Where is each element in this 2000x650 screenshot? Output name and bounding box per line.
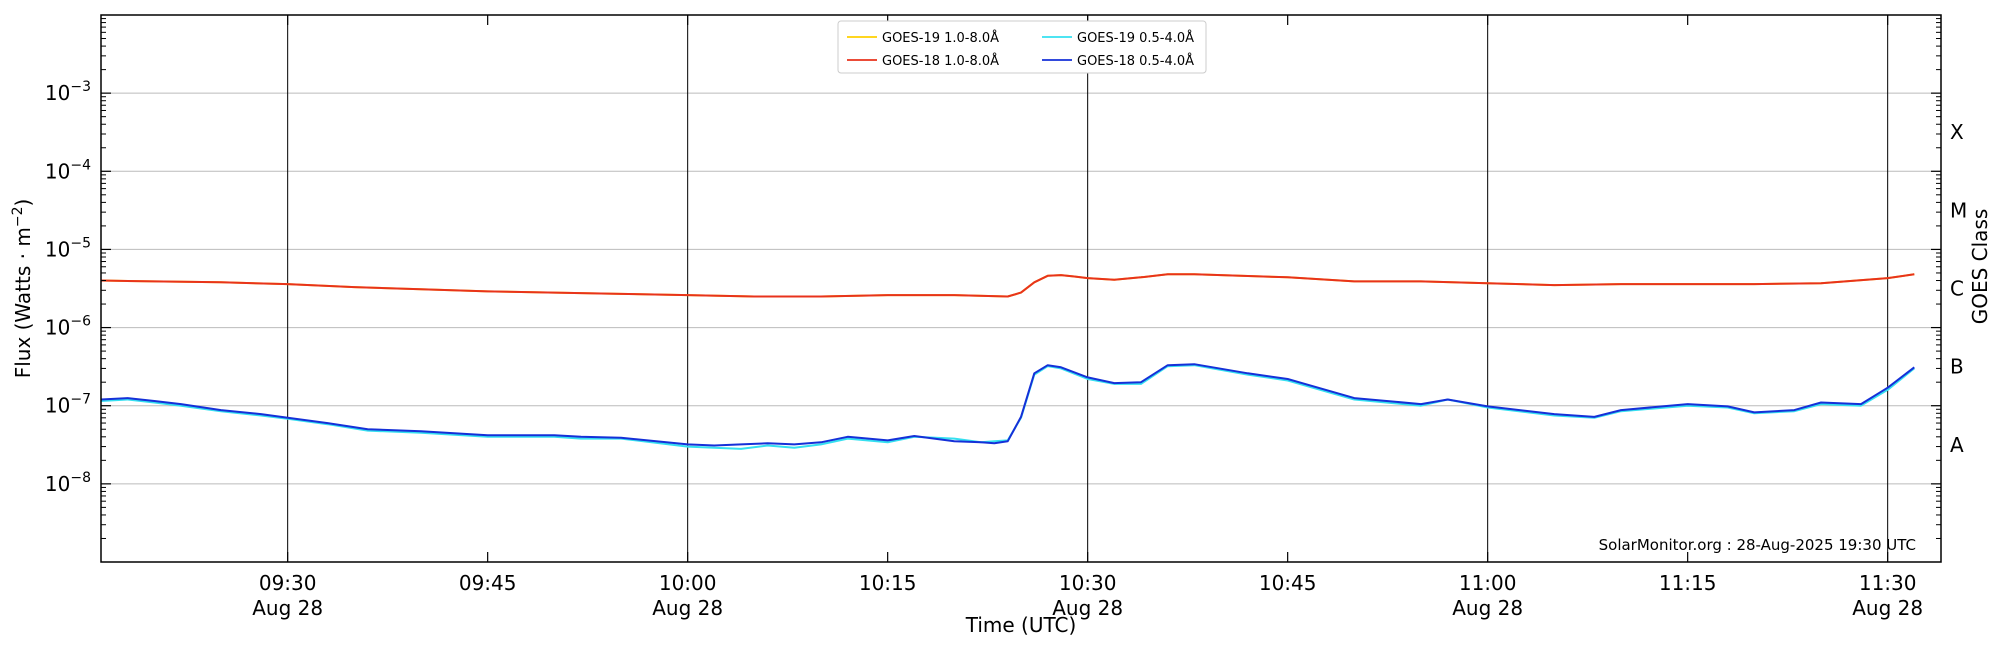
y-tick-label-exponent: −5 bbox=[70, 235, 91, 251]
y-axis-title-end: ) bbox=[11, 199, 35, 207]
credit-text: SolarMonitor.org : 28-Aug-2025 19:30 UTC bbox=[1599, 536, 1916, 554]
x-tick-date-label: Aug 28 bbox=[652, 596, 723, 620]
y-tick-label-base: 10 bbox=[45, 472, 70, 496]
y-tick-label: 10−6 bbox=[45, 314, 91, 340]
y-axis-title-sup: −2 bbox=[10, 207, 26, 228]
y-tick-label-base: 10 bbox=[45, 316, 70, 340]
series-line bbox=[100, 273, 1915, 298]
y-tick-label: 10−8 bbox=[45, 470, 91, 496]
legend-label: GOES-19 0.5-4.0Å bbox=[1077, 30, 1194, 46]
x-tick-date-label: Aug 28 bbox=[252, 596, 323, 620]
series-line bbox=[100, 363, 1915, 447]
goes-class-label: X bbox=[1950, 120, 1964, 144]
x-tick-label: 10:15 bbox=[859, 571, 917, 595]
x-tick-date-label: Aug 28 bbox=[1452, 596, 1523, 620]
x-tick-label: 11:30 bbox=[1859, 571, 1917, 595]
series-line bbox=[100, 273, 1915, 298]
legend-label: GOES-19 1.0-8.0Å bbox=[882, 30, 999, 46]
y-tick-label-base: 10 bbox=[45, 394, 70, 418]
y-tick-label-base: 10 bbox=[45, 159, 70, 183]
ticks-layer bbox=[101, 15, 1941, 562]
y-axis-title: Flux (Watts · m−2) bbox=[10, 199, 35, 379]
y-axis-title-main: Flux (Watts · m bbox=[11, 227, 35, 378]
legend-label: GOES-18 0.5-4.0Å bbox=[1077, 53, 1194, 69]
x-tick-date-label: Aug 28 bbox=[1852, 596, 1923, 620]
series-layer bbox=[100, 273, 1915, 450]
x-tick-label: 10:00 bbox=[659, 571, 717, 595]
goes-class-axis-title: GOES Class bbox=[1968, 209, 1992, 325]
y-tick-label-exponent: −3 bbox=[70, 79, 91, 95]
goes-class-label: A bbox=[1950, 433, 1964, 457]
y-tick-label-exponent: −8 bbox=[70, 470, 91, 486]
x-tick-label: 09:45 bbox=[459, 571, 517, 595]
legend-box bbox=[837, 20, 1207, 74]
legend: GOES-19 1.0-8.0Å GOES-19 0.5-4.0Å GOES-18 … bbox=[837, 20, 1207, 74]
x-tick-label: 10:45 bbox=[1259, 571, 1317, 595]
plot-frame bbox=[100, 14, 1942, 563]
x-tick-date-label: Aug 28 bbox=[1052, 596, 1123, 620]
goes-class-label: B bbox=[1950, 355, 1964, 379]
grid-layer bbox=[101, 15, 1941, 562]
x-tick-label: 10:30 bbox=[1059, 571, 1117, 595]
y-tick-label-exponent: −6 bbox=[70, 314, 91, 330]
y-tick-label: 10−3 bbox=[45, 79, 91, 105]
y-tick-label-base: 10 bbox=[45, 81, 70, 105]
legend-label: GOES-18 1.0-8.0Å bbox=[882, 53, 999, 69]
x-tick-label: 09:30 bbox=[259, 571, 317, 595]
y-tick-label: 10−7 bbox=[45, 392, 91, 418]
goes-class-label: M bbox=[1950, 198, 1967, 222]
x-tick-label: 11:15 bbox=[1659, 571, 1717, 595]
x-axis-title: Time (UTC) bbox=[965, 613, 1077, 637]
series-line bbox=[100, 364, 1915, 450]
x-tick-label: 11:00 bbox=[1459, 571, 1517, 595]
y-tick-label-exponent: −4 bbox=[70, 157, 91, 173]
y-tick-label-base: 10 bbox=[45, 237, 70, 261]
goes-class-label: C bbox=[1950, 277, 1964, 301]
y-tick-label: 10−5 bbox=[45, 235, 91, 261]
y-tick-label-exponent: −7 bbox=[70, 392, 91, 408]
y-tick-label: 10−4 bbox=[45, 157, 91, 183]
